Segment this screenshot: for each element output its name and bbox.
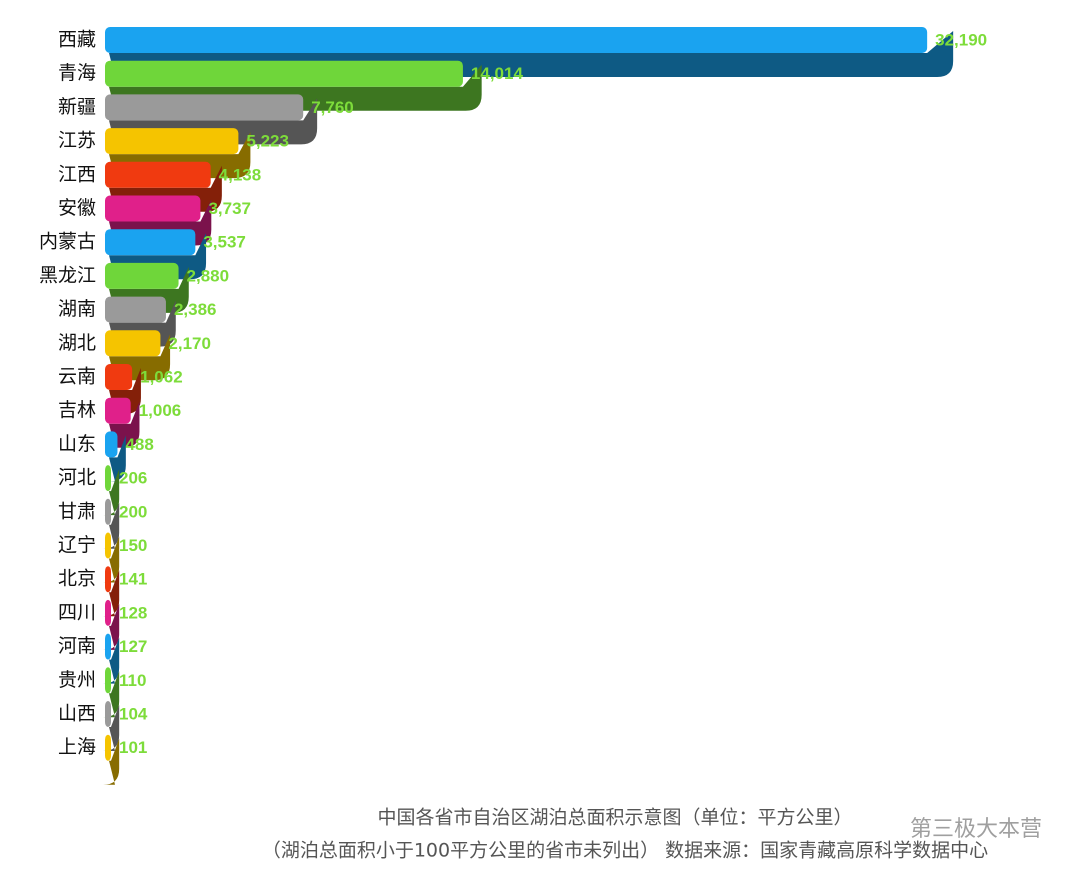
bar [105, 566, 111, 593]
bar-depth [103, 536, 120, 583]
value-label: 3,537 [203, 233, 246, 252]
value-label: 2,386 [174, 300, 217, 319]
value-label: 2,170 [168, 334, 211, 353]
value-label: 141 [119, 570, 147, 589]
y-tick-label: 山西 [58, 703, 96, 725]
bar [105, 532, 111, 559]
bar [105, 27, 928, 53]
value-label: 1,006 [139, 401, 182, 420]
bar-depth [103, 637, 120, 684]
bar-depth [103, 469, 120, 516]
y-tick-label: 北京 [58, 568, 96, 590]
bar [105, 431, 118, 458]
bar [105, 667, 111, 694]
y-tick-label: 西藏 [58, 29, 96, 51]
bar-depth [103, 502, 120, 549]
y-tick-label: 江西 [58, 163, 96, 185]
bar-depth [103, 738, 120, 785]
value-label: 2,880 [187, 266, 230, 285]
bar [105, 262, 179, 289]
y-tick-label: 四川 [58, 601, 96, 623]
value-label: 150 [119, 536, 147, 555]
chart-subtitle: （湖泊总面积小于100平方公里的省市未列出） 数据来源：国家青藏高原科学数据中心 [262, 840, 988, 862]
bar-depth [103, 570, 120, 617]
bar-depth [109, 435, 126, 482]
value-label: 206 [119, 469, 147, 488]
bar [105, 161, 211, 188]
bar [105, 364, 133, 390]
bar [105, 60, 463, 87]
y-tick-label: 江苏 [58, 130, 96, 152]
y-tick-label: 云南 [58, 366, 96, 388]
chart-title: 中国各省市自治区湖泊总面积示意图（单位：平方公里） [377, 807, 852, 829]
y-tick-label: 吉林 [58, 399, 96, 421]
watermark: 第三极大本营 [910, 817, 1042, 842]
value-label: 200 [119, 502, 147, 521]
y-tick-label: 青海 [58, 62, 96, 84]
value-label: 4,138 [219, 165, 262, 184]
bar [105, 633, 111, 660]
bar [105, 94, 304, 121]
y-tick-label: 新疆 [58, 96, 96, 118]
bar-depth [103, 671, 120, 718]
y-tick-label: 湖北 [58, 332, 96, 354]
bar [105, 599, 111, 626]
bar [105, 465, 111, 492]
y-tick-label: 河北 [58, 467, 96, 489]
bar [105, 296, 166, 323]
y-tick-label: 贵州 [58, 669, 96, 691]
value-label: 488 [125, 435, 153, 454]
value-label: 32,190 [935, 30, 987, 49]
bar [105, 701, 111, 727]
bar [105, 229, 196, 256]
value-label: 5,223 [246, 132, 289, 151]
y-tick-label: 安徽 [58, 197, 96, 219]
bar [105, 195, 201, 222]
value-label: 104 [119, 704, 148, 723]
y-tick-label: 河南 [58, 635, 96, 657]
value-label: 1,062 [140, 367, 183, 386]
bar [105, 397, 131, 424]
bar-depth [103, 705, 120, 751]
value-label: 7,760 [311, 98, 354, 117]
value-label: 101 [119, 738, 147, 757]
y-tick-label: 山东 [58, 433, 96, 455]
y-tick-label: 内蒙古 [39, 231, 96, 253]
y-tick-label: 湖南 [58, 298, 96, 320]
y-tick-label: 上海 [58, 736, 96, 758]
bar [105, 498, 111, 525]
bar-depth [103, 603, 120, 650]
value-label: 110 [119, 671, 146, 690]
bar [105, 330, 161, 357]
y-tick-label: 辽宁 [58, 534, 96, 556]
y-tick-label: 黑龙江 [39, 264, 96, 286]
y-tick-label: 甘肃 [58, 500, 96, 522]
bar [105, 128, 239, 155]
value-label: 128 [119, 603, 147, 622]
value-label: 127 [119, 637, 147, 656]
value-label: 3,737 [208, 199, 251, 218]
bar [105, 734, 111, 761]
value-label: 14,014 [471, 64, 524, 83]
